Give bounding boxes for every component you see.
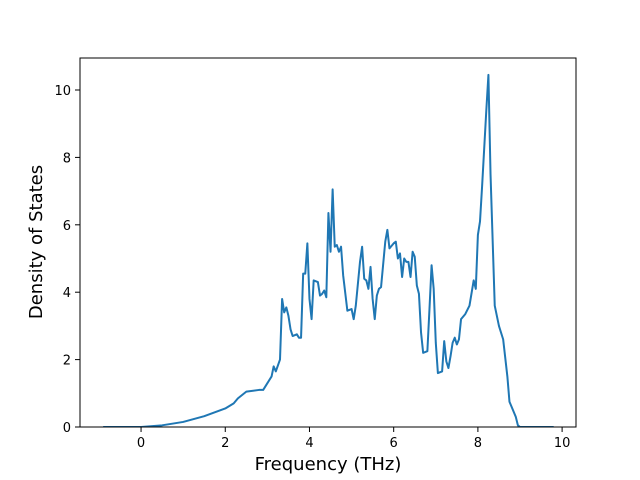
y-tick-label: 8 bbox=[63, 151, 71, 166]
axes-frame bbox=[79, 57, 577, 428]
x-tick-label: 8 bbox=[474, 436, 482, 451]
y-tick-label: 10 bbox=[54, 84, 71, 99]
y-axis-label: Density of States bbox=[26, 165, 47, 319]
y-tick-label: 6 bbox=[63, 219, 71, 234]
x-tick-label: 6 bbox=[390, 436, 398, 451]
y-tick-label: 0 bbox=[63, 421, 71, 436]
x-tick-label: 2 bbox=[221, 436, 229, 451]
plot-area bbox=[103, 73, 554, 427]
y-tick-label: 4 bbox=[63, 286, 71, 301]
x-axis-label: Frequency (THz) bbox=[255, 454, 402, 475]
data-line bbox=[103, 73, 554, 427]
x-tick-label: 4 bbox=[305, 436, 313, 451]
x-tick-label: 0 bbox=[137, 436, 145, 451]
y-tick-label: 2 bbox=[63, 354, 71, 369]
x-tick-label: 10 bbox=[554, 436, 571, 451]
